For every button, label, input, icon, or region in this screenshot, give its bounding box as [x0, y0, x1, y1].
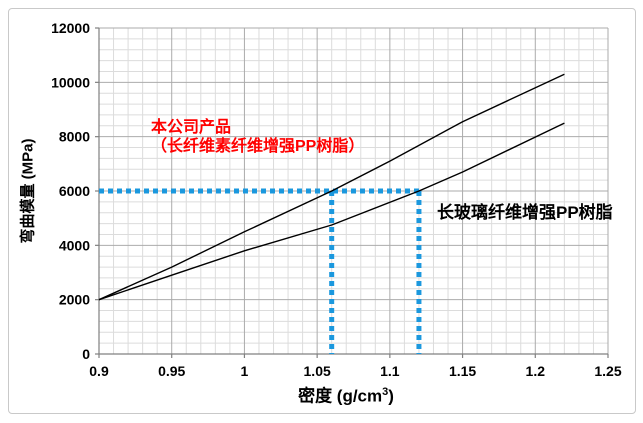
svg-text:0.95: 0.95	[158, 363, 185, 379]
chart-frame	[8, 8, 636, 414]
annotation-company-line1: 本公司产品	[151, 119, 232, 136]
series-line-0	[98, 73, 565, 301]
annotation-company-line2: （长纤维素纤维增强PP树脂）	[151, 138, 365, 155]
y-axis-title: 弯曲模量 (MPa)	[19, 138, 37, 244]
svg-text:12000: 12000	[51, 20, 90, 36]
svg-text:1.15: 1.15	[449, 363, 476, 379]
x-axis-title-text: 密度 (g/cm	[298, 386, 383, 406]
svg-text:2000: 2000	[59, 292, 90, 308]
svg-text:1.2: 1.2	[526, 363, 546, 379]
x-axis-title: 密度 (g/cm3)	[298, 382, 394, 407]
annotation-glass-fiber-product: 长玻璃纤维增强PP树脂	[437, 203, 613, 222]
svg-text:1.25: 1.25	[594, 363, 621, 379]
svg-text:1.05: 1.05	[304, 363, 331, 379]
svg-text:10000: 10000	[51, 74, 90, 90]
x-axis-title-superscript: 3	[382, 385, 389, 398]
x-tick-labels: 0.9 0.95 1 1.05 1.1 1.15 1.2 1.25	[89, 363, 622, 379]
svg-text:0.9: 0.9	[89, 363, 109, 379]
svg-text:1.1: 1.1	[380, 363, 400, 379]
svg-text:4000: 4000	[59, 237, 90, 253]
annotation-company-product: 本公司产品 （长纤维素纤维增强PP树脂）	[151, 118, 364, 156]
svg-text:1: 1	[241, 363, 249, 379]
y-tick-labels: 0 2000 4000 6000 8000 10000 12000	[51, 20, 90, 362]
svg-text:6000: 6000	[59, 183, 90, 199]
svg-text:8000: 8000	[59, 129, 90, 145]
svg-text:0: 0	[82, 346, 90, 362]
series-line-1	[98, 122, 565, 301]
x-axis-title-close: )	[388, 386, 394, 406]
guide-lines	[99, 188, 422, 354]
